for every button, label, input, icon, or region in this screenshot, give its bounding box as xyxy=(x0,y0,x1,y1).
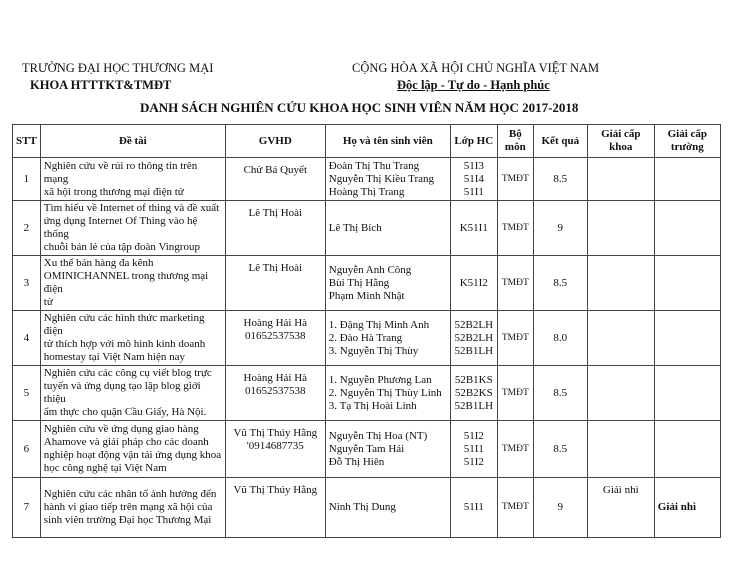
advisor-cell: Hoàng Hải Hà 01652537538 xyxy=(224,310,326,366)
topic-cell: Nghiên cứu về ứng dụng giao hàng Ahamove… xyxy=(39,420,226,478)
result-cell: 9 xyxy=(532,477,588,538)
column-header: Kết quả xyxy=(532,124,588,158)
university-name: TRƯỜNG ĐẠI HỌC THƯƠNG MẠI xyxy=(22,61,214,75)
page-title: DANH SÁCH NGHIÊN CỨU KHOA HỌC SINH VIÊN … xyxy=(140,100,579,115)
students-cell: Ninh Thị Dung xyxy=(324,477,451,538)
department-cell: TMĐT xyxy=(496,365,534,421)
topic-cell: Nghiên cứu các nhân tố ảnh hưởng đến hàn… xyxy=(39,477,226,538)
stt-cell: 7 xyxy=(12,477,41,538)
stt-cell: 2 xyxy=(12,200,41,256)
faculty-prize-cell xyxy=(586,365,655,421)
result-cell: 8.5 xyxy=(532,420,588,478)
class-cell: 52B1KS 52B2KS 52B1LH xyxy=(449,365,498,421)
table-row: 4 Nghiên cứu các hình thức marketing điện… xyxy=(12,310,721,366)
class-cell: K51I1 xyxy=(449,200,498,256)
column-header: Bộ môn xyxy=(496,124,534,158)
department-cell: TMĐT xyxy=(496,310,534,366)
advisor-cell: Chử Bá Quyết xyxy=(224,157,326,201)
table-row: 6 Nghiên cứu về ứng dụng giao hàng Ahamov… xyxy=(12,420,721,478)
department-cell: TMĐT xyxy=(496,157,534,201)
students-cell: Đoàn Thị Thu Trang Nguyễn Thị Kiều Trang… xyxy=(324,157,451,201)
column-header: Họ và tên sinh viên xyxy=(324,124,451,158)
advisor-cell: Lê Thị Hoài xyxy=(224,255,326,311)
column-header: Giải cấp khoa xyxy=(586,124,655,158)
faculty-prize-cell: Giải nhì xyxy=(586,477,655,538)
table-row: 3 Xu thế bán hàng đa kênh OMINICHANNEL tr… xyxy=(12,255,721,311)
topic-cell: Xu thế bán hàng đa kênh OMINICHANNEL tro… xyxy=(39,255,226,311)
table-row: 7 Nghiên cứu các nhân tố ảnh hưởng đến hà… xyxy=(12,477,721,538)
faculty-prize-cell xyxy=(586,157,655,201)
topic-cell: Tìm hiểu về Internet of thing và đề xuất… xyxy=(39,200,226,256)
column-header: GVHD xyxy=(224,124,326,158)
students-cell: 1. Nguyễn Phương Lan 2. Nguyễn Thị Thùy … xyxy=(324,365,451,421)
stt-cell: 3 xyxy=(12,255,41,311)
column-header: STT xyxy=(12,124,41,158)
advisor-cell: Vũ Thị Thúy Hằng xyxy=(224,477,326,538)
stt-cell: 4 xyxy=(12,310,41,366)
school-prize-cell xyxy=(653,255,721,311)
table-row: 5 Nghiên cứu các công cụ viết blog trực t… xyxy=(12,365,721,421)
school-prize-cell xyxy=(653,365,721,421)
research-table: STT Đề tài GVHD Họ và tên sinh viên Lớp HC Bộ… xyxy=(12,124,721,538)
school-prize-cell xyxy=(653,420,721,478)
students-cell: Nguyễn Anh Công Bùi Thị Hằng Phạm Minh N… xyxy=(324,255,451,311)
table-row: 1 Nghiên cứu về rủi ro thông tin trên mạn… xyxy=(12,157,721,201)
department-cell: TMĐT xyxy=(496,200,534,256)
students-cell: Lê Thị Bích xyxy=(324,200,451,256)
class-cell: 51I1 xyxy=(449,477,498,538)
department-cell: TMĐT xyxy=(496,255,534,311)
result-cell: 8.5 xyxy=(532,255,588,311)
school-prize-cell xyxy=(653,200,721,256)
result-cell: 8.5 xyxy=(532,365,588,421)
class-cell: K51I2 xyxy=(449,255,498,311)
stt-cell: 6 xyxy=(12,420,41,478)
class-cell: 51I2 51I1 51I2 xyxy=(449,420,498,478)
students-cell: Nguyễn Thị Hoa (NT) Nguyễn Tam Hải Đỗ Th… xyxy=(324,420,451,478)
table-row: 2 Tìm hiểu về Internet of thing và đề xuấ… xyxy=(12,200,721,256)
faculty-prize-cell xyxy=(586,420,655,478)
faculty-name: KHOA HTTTKT&TMĐT xyxy=(30,78,172,92)
department-cell: TMĐT xyxy=(496,420,534,478)
result-cell: 8.0 xyxy=(532,310,588,366)
topic-cell: Nghiên cứu các công cụ viết blog trực tu… xyxy=(39,365,226,421)
country-name: CỘNG HÒA XÃ HỘI CHỦ NGHĨA VIỆT NAM xyxy=(352,61,600,75)
column-header: Giải cấp trường xyxy=(653,124,721,158)
class-cell: 52B2LH 52B2LH 52B1LH xyxy=(449,310,498,366)
school-prize-cell: Giải nhì xyxy=(653,477,721,538)
department-cell: TMĐT xyxy=(496,477,534,538)
motto: Độc lập - Tự do - Hạnh phúc xyxy=(397,78,550,92)
stt-cell: 1 xyxy=(12,157,41,201)
column-header: Đề tài xyxy=(39,124,226,158)
advisor-cell: Hoàng Hải Hà 01652537538 xyxy=(224,365,326,421)
faculty-prize-cell xyxy=(586,310,655,366)
students-cell: 1. Đặng Thị Minh Anh 2. Đào Hà Trang 3. … xyxy=(324,310,451,366)
column-header: Lớp HC xyxy=(449,124,498,158)
result-cell: 8.5 xyxy=(532,157,588,201)
advisor-cell: Vũ Thị Thúy Hằng '0914687735 xyxy=(224,420,326,478)
faculty-prize-cell xyxy=(586,255,655,311)
school-prize-cell xyxy=(653,157,721,201)
school-prize-cell xyxy=(653,310,721,366)
stt-cell: 5 xyxy=(12,365,41,421)
advisor-cell: Lê Thị Hoài xyxy=(224,200,326,256)
topic-cell: Nghiên cứu về rủi ro thông tin trên mạng… xyxy=(39,157,226,201)
topic-cell: Nghiên cứu các hình thức marketing điện … xyxy=(39,310,226,366)
faculty-prize-cell xyxy=(586,200,655,256)
result-cell: 9 xyxy=(532,200,588,256)
class-cell: 51I3 51I4 51I1 xyxy=(449,157,498,201)
